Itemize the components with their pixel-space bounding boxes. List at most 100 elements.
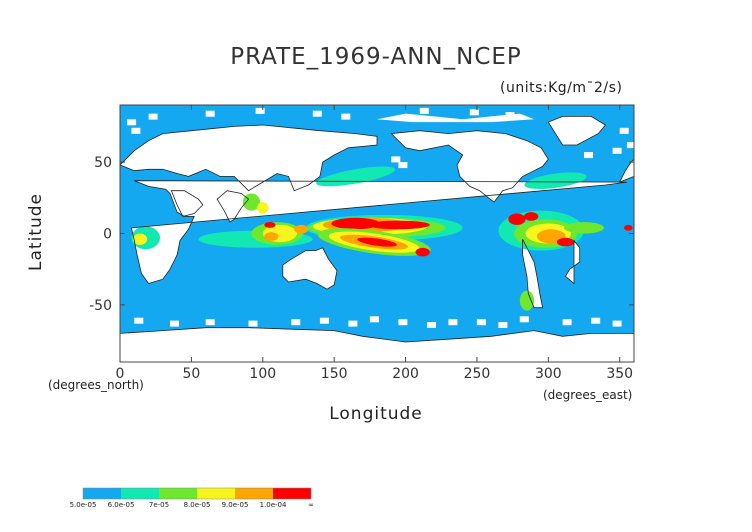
legend-label-6: ∞: [308, 501, 314, 509]
missing-cell-0: [312, 110, 322, 117]
missing-cell-21: [291, 319, 301, 326]
legend-frame: [82, 487, 312, 500]
land-antarctica: [120, 327, 634, 362]
x-axis: 0 50 100 150 200 250 300 350: [116, 105, 633, 382]
coast-india: [216, 190, 250, 223]
missing-cell-4: [505, 112, 515, 119]
legend-label-4: 9.0e-05: [222, 501, 249, 509]
missing-cell-19: [348, 320, 358, 327]
coast-south-america: [522, 239, 544, 309]
legend-swatch-4: [235, 488, 273, 499]
land-south-america-east: [565, 240, 580, 284]
units-label: (units:Kg/m¯2/s): [500, 80, 623, 96]
land-europe-sw: [619, 159, 634, 183]
missing-cell-37: [391, 156, 401, 163]
y-unit-label: (degrees_north): [48, 378, 144, 392]
spcz-east-max: [415, 247, 430, 257]
missing-cell-17: [398, 319, 408, 326]
coast-arabia: [170, 190, 204, 217]
amazon-max: [556, 237, 575, 247]
missing-cell-8: [127, 119, 137, 126]
coast-australia: [282, 247, 338, 290]
x-tick-label-150: 150: [321, 366, 348, 382]
missing-cell-7: [148, 113, 158, 120]
legend-label-5: 1.0e-04: [260, 501, 287, 509]
missing-cell-29: [605, 354, 615, 361]
y-tick-label-0: 0: [103, 227, 112, 243]
land-arctic-fringe: [377, 113, 535, 123]
legend-swatch-1: [121, 488, 159, 499]
land-eurasia-west: [120, 125, 377, 191]
legend-label-0: 5.0e-05: [70, 501, 97, 509]
missing-cell-26: [419, 350, 429, 357]
missing-cell-15: [448, 319, 458, 326]
coast-africa: [130, 180, 627, 284]
pacific-itcz-max: [331, 217, 380, 230]
missing-cell-2: [419, 107, 429, 114]
congo-l3: [132, 233, 148, 245]
missing-cell-32: [177, 353, 187, 360]
missing-cell-10: [498, 322, 508, 328]
coast-europe-sw: [618, 158, 635, 183]
x-unit-label: (degrees_east): [543, 388, 633, 402]
missing-cell-22: [248, 320, 258, 327]
x-tick-label-0: 0: [116, 366, 125, 382]
missing-cell-13: [591, 317, 601, 324]
missing-cell-16: [427, 322, 436, 328]
coastline-layer: [119, 116, 635, 363]
missing-cell-14: [612, 320, 622, 327]
coast-south-america-east: [564, 239, 581, 285]
missing-cell-6: [205, 110, 215, 117]
central-america-max: [508, 213, 526, 225]
missing-cell-28: [548, 353, 558, 360]
x-tick-label-350: 350: [606, 366, 633, 382]
missing-cell-12: [562, 319, 572, 326]
missing-cell-3: [469, 109, 479, 116]
missing-cell-39: [584, 152, 593, 159]
missing-cell-27: [462, 353, 472, 360]
coast-greenland: [547, 116, 607, 146]
land-australia: [282, 247, 337, 290]
land-greenland: [548, 116, 606, 145]
indochina-l3: [257, 202, 269, 214]
legend-swatch-3: [197, 488, 235, 499]
missing-cell-38: [398, 162, 408, 169]
missing-cell-34: [612, 147, 622, 154]
x-tick-label-100: 100: [249, 366, 276, 382]
missing-cell-24: [170, 320, 179, 327]
west-africa-max: [624, 224, 633, 231]
maritime-l4: [264, 232, 279, 241]
x-tick-label-250: 250: [464, 366, 491, 382]
y-tick-label-50: 50: [94, 155, 112, 171]
x-tick-label-200: 200: [392, 366, 419, 382]
missing-cell-33: [626, 142, 636, 149]
missing-cell-23: [205, 319, 215, 326]
color-legend: 5.0e-05 6.0e-05 7e-05 8.0e-05 9.0e-05 1.0e-04…: [70, 487, 314, 509]
land-india: [217, 190, 249, 223]
patagonia-l2: [519, 290, 535, 311]
y-axis: -50 0 50: [89, 155, 634, 314]
missing-cell-20: [319, 317, 329, 324]
pacific-itcz-max-east: [367, 220, 430, 230]
coast-north-america: [390, 130, 549, 203]
x-axis-label: Longitude: [329, 404, 423, 424]
maritime-l4-east: [294, 224, 309, 234]
missing-cell-30: [334, 354, 344, 361]
missing-cell-5: [255, 107, 265, 114]
spcz-max: [357, 237, 397, 247]
missing-cell-31: [262, 353, 272, 360]
legend-swatch-5: [273, 488, 311, 499]
legend-label-2: 7e-05: [149, 501, 169, 509]
y-tick-label--50: -50: [89, 298, 112, 314]
missing-cell-11: [519, 316, 529, 323]
atlantic-itcz-l2: [564, 222, 604, 234]
gulf-stream-track: [524, 172, 587, 189]
chart-title: PRATE_1969-ANN_NCEP: [230, 44, 522, 70]
legend-label-3: 8.0e-05: [184, 501, 211, 509]
missing-cell-9: [476, 319, 486, 326]
legend-swatch-0: [83, 488, 121, 499]
legend-label-1: 6.0e-05: [108, 501, 135, 509]
y-axis-label: Latitude: [26, 193, 46, 271]
missing-cell-1: [341, 113, 351, 120]
